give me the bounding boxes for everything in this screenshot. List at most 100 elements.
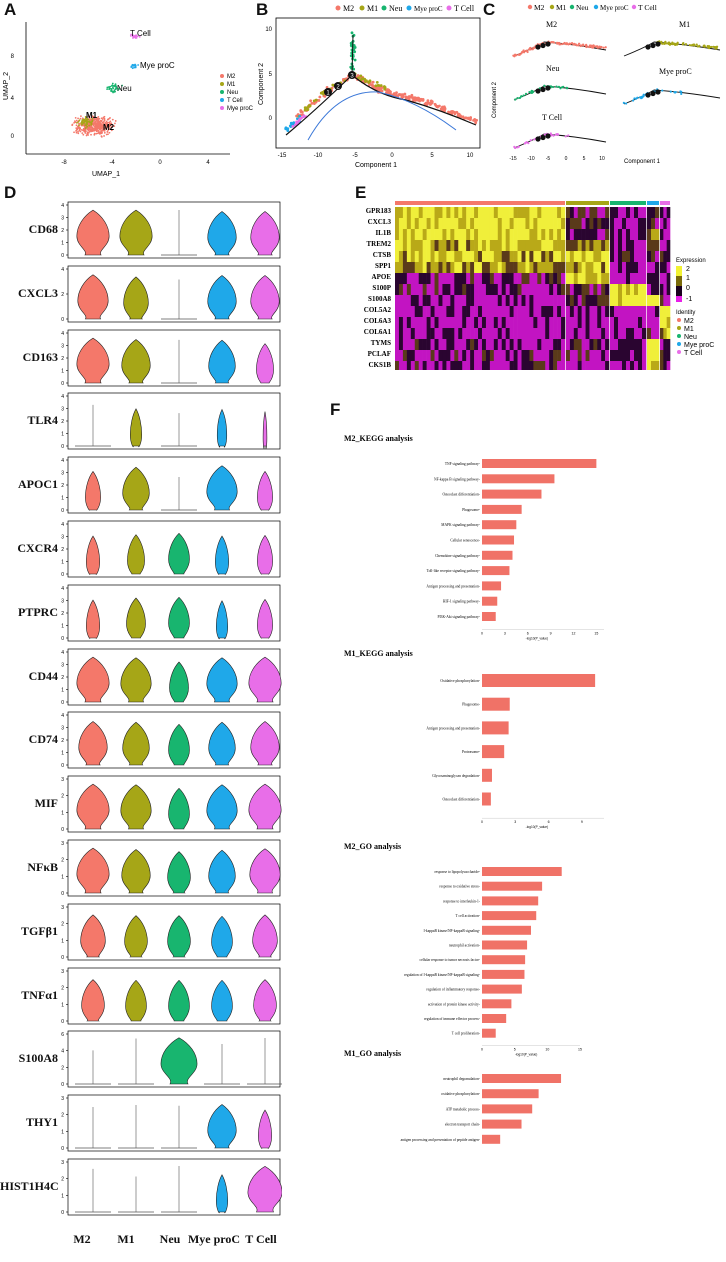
heatmap-cell [517, 317, 522, 328]
heatmap-cell [545, 339, 550, 350]
trajectory-point [352, 44, 356, 47]
heatmap-cell [549, 328, 554, 339]
heatmap-cell [418, 350, 423, 361]
heatmap-cell [398, 207, 404, 218]
heatmap-cell [422, 295, 427, 306]
heatmap-cell [561, 361, 566, 370]
heatmap-cell [541, 317, 546, 328]
heatmap-cell [525, 328, 530, 339]
heatmap-cell [561, 262, 566, 273]
heatmap-cell [505, 273, 510, 284]
enrichment-category-label: regulation of inflammatory response- [426, 988, 480, 992]
enrichment-xtick: 0 [481, 1047, 483, 1051]
enrichment-category-label: Chemokine signaling pathway- [435, 554, 481, 558]
heatmap-cell [642, 317, 647, 328]
violin-ytick: 1 [61, 1002, 64, 1008]
heatmap-cell [458, 229, 463, 240]
heatmap-cell [566, 361, 571, 370]
heatmap-cell [474, 361, 479, 370]
enrichment-bar [482, 721, 509, 735]
heatmap-cell [481, 295, 487, 306]
violin-ytick: 3 [61, 471, 64, 477]
heatmap-cell [478, 361, 483, 370]
trajectory-point [401, 94, 405, 97]
heatmap-cell [618, 218, 623, 229]
umap-point [87, 132, 90, 134]
violin-frame [67, 1094, 281, 1152]
heatmap-gene-label: CXCL3 [368, 218, 392, 226]
heatmap-identity-legend: Identity M2 M1 Neu Mye proC T Cell [676, 310, 714, 357]
umap-point [105, 133, 108, 136]
identity-dot-neu [677, 334, 681, 338]
heatmap-cell [418, 207, 423, 218]
umap-point [71, 124, 74, 127]
heatmap-cell [666, 361, 671, 370]
violin-ytick: 2 [61, 858, 64, 864]
heatmap-cell [525, 240, 530, 251]
heatmap-cell [474, 229, 479, 240]
heatmap-cell [597, 273, 602, 284]
violin-ytick: 2 [61, 675, 64, 681]
legend-dot-myeproc [220, 106, 224, 110]
heatmap-cell [605, 262, 610, 273]
violin-ytick: 3 [61, 905, 64, 911]
umap-point [85, 119, 88, 122]
heatmap-cell [553, 284, 558, 295]
heatmap-cell [566, 306, 571, 317]
trajectory-plot: M2 M1 Neu Mye proC T Cell 1 2 3 10 5 0 -… [258, 4, 481, 169]
heatmap-cell [497, 240, 503, 251]
heatmap-cell [410, 262, 416, 273]
violin-ytick: 0 [61, 1210, 64, 1216]
umap-point [102, 122, 105, 125]
heatmap-cell [533, 284, 538, 295]
trajectory-points [284, 31, 479, 133]
heatmap-cell [533, 262, 538, 273]
heatmap-cell [593, 262, 598, 273]
heatmap-cell [549, 207, 554, 218]
heatmap-cell [605, 317, 610, 328]
heatmap-cell [651, 251, 656, 262]
umap-point [77, 132, 80, 135]
trajectory-point [350, 31, 354, 35]
heatmap-cell [509, 229, 514, 240]
heatmap-cell [569, 328, 575, 339]
heatmap-cell [505, 306, 510, 317]
enrichment-xtick: 3 [504, 631, 506, 635]
trajectory-point [472, 118, 475, 122]
heatmap-cell [651, 361, 656, 370]
cluster-label-myeproc: Mye proC [140, 61, 175, 70]
facet-point [556, 133, 559, 136]
enrichment-category-label: T cell activation- [456, 914, 481, 918]
umap-point [118, 87, 121, 90]
umap-point [76, 121, 78, 124]
heatmap-cell [430, 317, 435, 328]
umap-point [76, 128, 78, 131]
violin-shape [120, 784, 152, 830]
heatmap-cell [485, 240, 491, 251]
heatmap-cell [458, 273, 463, 284]
heatmap-cell [533, 361, 538, 370]
legend-dot-tcell [631, 4, 637, 10]
heatmap-cell [630, 295, 635, 306]
enrichment-category-label: Cellular senescence- [450, 539, 480, 543]
heatmap-cell [395, 229, 400, 240]
heatmap-cell [663, 273, 667, 284]
traj-xtick: 5 [430, 153, 434, 159]
violin-shape [206, 465, 238, 511]
heatmap-cell [573, 328, 579, 339]
heatmap-cell [557, 317, 562, 328]
umap-point [106, 123, 109, 126]
heatmap-cell [593, 361, 598, 370]
heatmap-cell [414, 284, 420, 295]
heatmap-cell [549, 317, 554, 328]
heatmap-cell [501, 262, 506, 273]
facet-point [522, 49, 525, 52]
branch-point-label: 2 [336, 85, 340, 91]
heatmap-cell [414, 317, 420, 328]
violin-shape [123, 276, 149, 320]
violin-shape [257, 598, 273, 639]
heatmap-cell [569, 317, 575, 328]
umap-point [103, 120, 105, 123]
heatmap-cell [537, 317, 542, 328]
